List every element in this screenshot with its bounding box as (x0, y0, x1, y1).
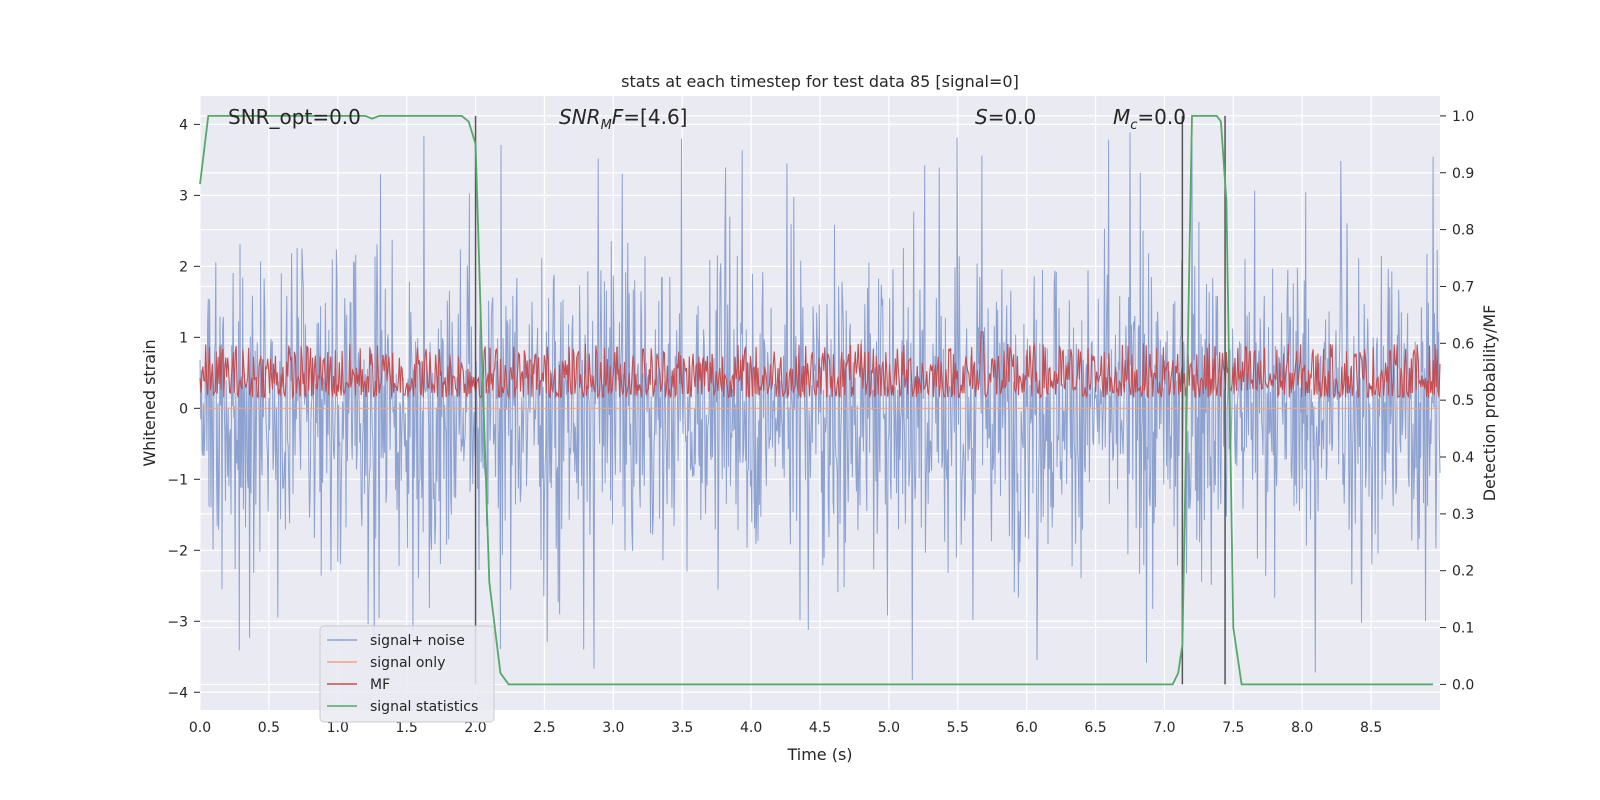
y2-axis-label: Detection probability/MF (1480, 305, 1499, 502)
x-axis-label: Time (s) (786, 745, 852, 764)
annotation-mc-value: =0.0 (1137, 105, 1186, 129)
x-tick-label: 7.5 (1222, 720, 1244, 736)
annotation-snr-opt: SNR_opt=0.0 (228, 105, 361, 129)
data-layer (199, 115, 1441, 686)
x-tick-label: 5.0 (878, 720, 900, 736)
x-tick-label: 2.0 (464, 720, 486, 736)
legend-box (319, 625, 495, 723)
x-tick-label: 0.0 (189, 720, 211, 736)
series-signal-statistics (199, 115, 1434, 686)
x-tick-label: 4.0 (740, 720, 762, 736)
legend-label-signal-noise: signal+ noise (370, 633, 465, 649)
y2-tick-label: 0.3 (1452, 507, 1474, 523)
y2-tick-label: 0.7 (1452, 279, 1474, 295)
annotation-s: S=0.0 (975, 105, 1036, 129)
y-tick-label: −1 (167, 472, 188, 488)
y-tick-label: 3 (179, 188, 188, 204)
y-tick-label: 4 (179, 117, 188, 133)
y-tick-label: −4 (167, 685, 188, 701)
legend-label-signal-statistics: signal statistics (370, 699, 478, 715)
x-tick-label: 3.0 (602, 720, 624, 736)
y2-tick-label: 0.2 (1452, 564, 1474, 580)
y2-tick-label: 0.9 (1452, 166, 1474, 182)
y2-tick-label: 1.0 (1452, 109, 1474, 125)
x-tick-label: 5.5 (947, 720, 969, 736)
x-tick-label: 0.5 (258, 720, 280, 736)
chart-title: stats at each timestep for test data 85 … (621, 72, 1019, 91)
x-tick-label: 4.5 (809, 720, 831, 736)
x-tick-label: 2.5 (533, 720, 555, 736)
y-tick-label: −3 (167, 614, 188, 630)
y2-tick-label: 0.8 (1452, 223, 1474, 239)
legend: signal+ noise signal only MF signal stat… (319, 625, 495, 723)
y-axis-label: Whitened strain (140, 339, 159, 466)
annotation-snr-mf-value: =[4.6] (623, 105, 687, 129)
series-mf (199, 331, 1441, 400)
annotation-mc: Mc=0.0 (1113, 105, 1186, 133)
tick-layer: 0.0 0.5 1.0 1.5 2.0 2.5 3.0 3.5 4.0 4.5 5.0 5.5 6.0 6… (167, 109, 1474, 736)
y2-tick-label: 0.5 (1452, 393, 1474, 409)
y2-tick-label: 0.0 (1452, 677, 1474, 693)
annotation-s-value: =0.0 (988, 105, 1037, 129)
legend-label-signal-only: signal only (370, 655, 445, 671)
x-tick-label: 6.0 (1016, 720, 1038, 736)
y-tick-label: 2 (179, 259, 188, 275)
x-tick-label: 6.5 (1084, 720, 1106, 736)
y-tick-label: −2 (167, 543, 188, 559)
x-tick-label: 8.0 (1291, 720, 1313, 736)
x-tick-label: 8.5 (1360, 720, 1382, 736)
y-tick-label: 1 (179, 330, 188, 346)
annotation-snr-mf: SNRMF=[4.6] (559, 105, 687, 133)
x-tick-label: 1.0 (327, 720, 349, 736)
y2-tick-label: 0.6 (1452, 336, 1474, 352)
x-tick-label: 3.5 (671, 720, 693, 736)
legend-label-mf: MF (370, 677, 390, 693)
y2-tick-label: 0.4 (1452, 450, 1474, 466)
x-tick-label: 7.0 (1153, 720, 1175, 736)
y-tick-label: 0 (179, 401, 188, 417)
x-tick-label: 1.5 (396, 720, 418, 736)
y2-tick-label: 0.1 (1452, 621, 1474, 637)
